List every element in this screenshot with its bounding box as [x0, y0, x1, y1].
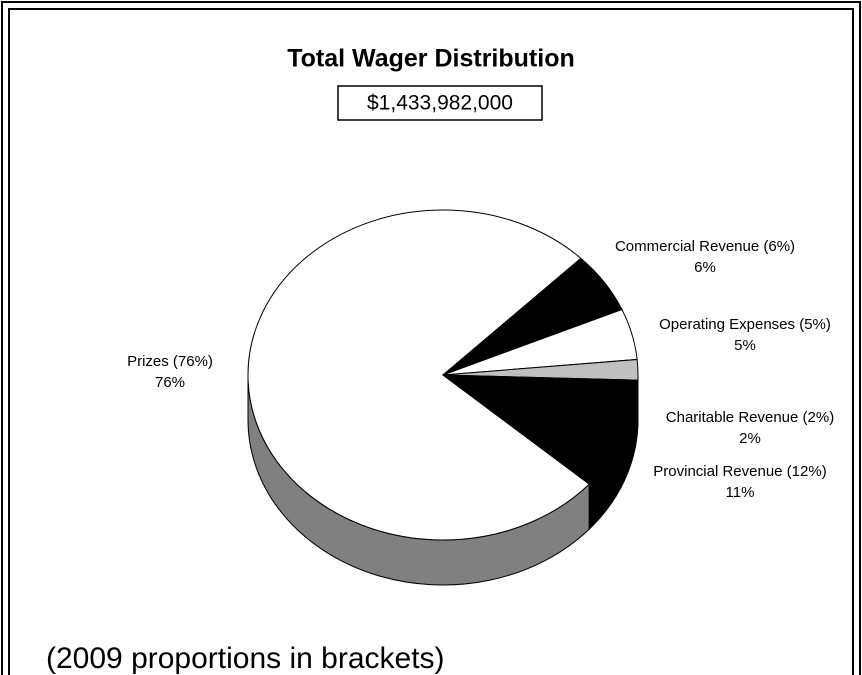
slice-label: Commercial Revenue (6%): [615, 238, 795, 255]
subtitle: $1,433,982,000: [367, 92, 513, 115]
annotation: (2009 proportions in brackets): [46, 642, 445, 675]
value-label: 6%: [694, 259, 716, 276]
value-label: 2%: [739, 430, 761, 447]
slice-label: Operating Expenses (5%): [659, 316, 831, 333]
value-label: 76%: [155, 374, 185, 391]
subtitle-box: [337, 85, 543, 121]
slice-label: Charitable Revenue (2%): [666, 409, 834, 426]
value-label: 5%: [734, 337, 756, 354]
chart-title: Total Wager Distribution: [287, 45, 575, 73]
pie: [247, 209, 639, 586]
inner-frame: [8, 8, 854, 675]
pie-slice: [247, 209, 591, 541]
slice-label: Prizes (76%): [127, 353, 213, 370]
pie-slice: [441, 374, 639, 485]
value-label: 11%: [726, 484, 755, 501]
slice-label: Provincial Revenue (12%): [653, 463, 826, 480]
